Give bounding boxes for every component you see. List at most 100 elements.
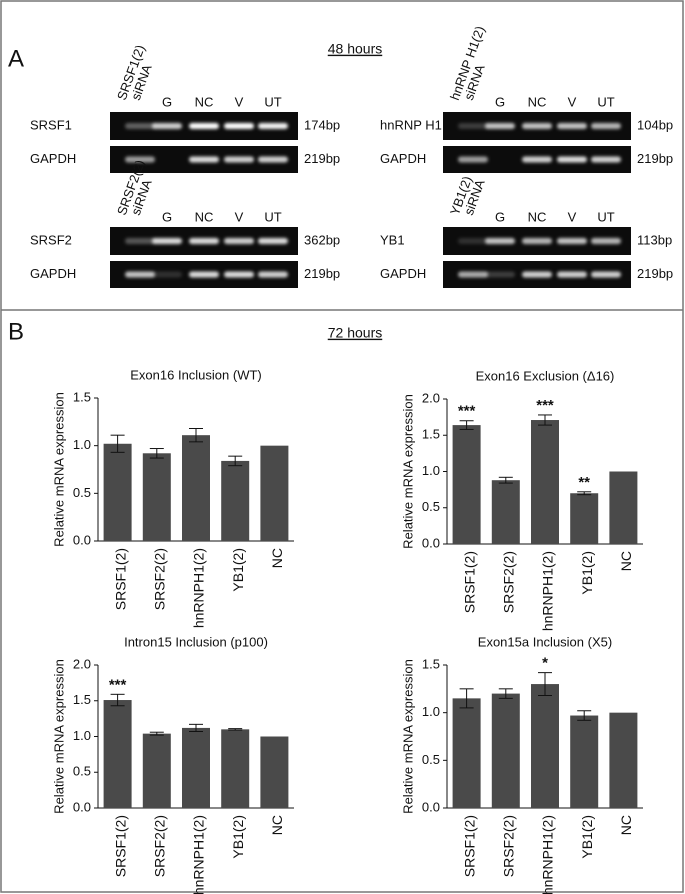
- gel-band: [557, 238, 587, 244]
- gel-band: [125, 156, 155, 163]
- error-bar: [110, 434, 125, 453]
- error-bar: [498, 476, 513, 484]
- chart-title: Exon15a Inclusion (X5): [478, 634, 612, 649]
- y-tick-label: 0.0: [422, 535, 440, 550]
- significance: ***: [109, 676, 127, 693]
- lane-label: UT: [597, 209, 614, 224]
- gene-label: GAPDH: [30, 266, 76, 281]
- chart-title: Intron15 Inclusion (p100): [124, 634, 268, 649]
- lane-label: V: [568, 94, 577, 109]
- gel-band: [125, 123, 155, 129]
- bar: [260, 445, 289, 541]
- x-tick-label: hnRNPH1(2): [540, 815, 556, 894]
- error-bar: [538, 414, 552, 426]
- x-tick-label: SRSF2(2): [501, 815, 517, 877]
- y-tick-label: 1.5: [73, 692, 91, 707]
- size-label: 104bp: [637, 117, 673, 132]
- y-tick-label: 1.5: [422, 427, 440, 442]
- bar: [260, 736, 289, 808]
- chart-title: Exon16 Inclusion (WT): [130, 367, 262, 382]
- gene-label: YB1: [380, 232, 405, 247]
- bar: [142, 453, 171, 541]
- gel-band: [458, 123, 488, 129]
- x-tick-label: NC: [269, 815, 285, 835]
- gel-band: [224, 271, 254, 278]
- bar: [609, 471, 638, 544]
- significance: *: [542, 655, 548, 672]
- gel-band: [522, 156, 552, 163]
- x-tick-label: SRSF2(2): [152, 548, 168, 610]
- gel-band: [591, 123, 621, 129]
- bar: [531, 420, 559, 544]
- bar: [221, 460, 250, 541]
- y-tick-label: 1.0: [73, 728, 91, 743]
- lane-label: NC: [195, 209, 214, 224]
- gel-band: [189, 156, 219, 163]
- size-label: 219bp: [637, 266, 673, 281]
- gel-band: [485, 123, 515, 129]
- bar: [491, 480, 520, 544]
- lane-label: V: [235, 94, 244, 109]
- panel-label: A: [8, 45, 24, 72]
- x-tick-label: NC: [618, 551, 634, 571]
- size-label: 174bp: [304, 117, 340, 132]
- gel-band: [224, 238, 254, 244]
- y-axis-label: Relative mRNA expression: [400, 394, 415, 549]
- bar: [221, 729, 250, 808]
- gel-band: [557, 156, 587, 163]
- x-tick-label: SRSF1(2): [461, 815, 477, 877]
- gel-band: [557, 271, 587, 278]
- x-tick-label: YB1(2): [230, 815, 246, 859]
- gel-band: [522, 123, 552, 129]
- error-bar: [189, 428, 203, 443]
- significance: **: [578, 474, 590, 491]
- y-tick-label: 0.0: [73, 532, 91, 547]
- error-bar: [228, 728, 243, 731]
- x-tick-label: YB1(2): [579, 815, 595, 859]
- bar: [570, 715, 599, 808]
- y-tick-label: 2.0: [422, 390, 440, 405]
- y-axis-label: Relative mRNA expression: [400, 659, 415, 814]
- x-tick-label: SRSF2(2): [501, 551, 517, 613]
- gel-band: [125, 271, 155, 278]
- gel-band: [189, 123, 219, 129]
- panel-title: 72 hours: [328, 325, 382, 341]
- lane-label: NC: [528, 209, 547, 224]
- gel-band: [557, 123, 587, 129]
- gel-band: [485, 238, 515, 244]
- y-tick-label: 0.5: [422, 752, 440, 767]
- bar: [103, 700, 132, 808]
- y-tick-label: 1.5: [73, 389, 91, 404]
- error-bar: [110, 693, 125, 707]
- x-tick-label: SRSF1(2): [112, 815, 128, 877]
- error-bar: [577, 491, 592, 496]
- size-label: 362bp: [304, 232, 340, 247]
- lane-label: NC: [195, 94, 214, 109]
- gel-band: [224, 156, 254, 163]
- gel-band: [152, 271, 182, 278]
- bar: [491, 693, 520, 808]
- bar: [452, 425, 481, 544]
- y-axis-label: Relative mRNA expression: [51, 659, 66, 814]
- lane-label: NC: [528, 94, 547, 109]
- error-bar: [459, 688, 474, 709]
- y-tick-label: 0.5: [73, 485, 91, 500]
- panel-title: 48 hours: [328, 41, 382, 57]
- error-bar: [498, 688, 513, 699]
- x-tick-label: hnRNPH1(2): [191, 815, 207, 894]
- gel-band: [591, 156, 621, 163]
- x-tick-label: hnRNPH1(2): [191, 548, 207, 628]
- bar: [531, 684, 559, 808]
- y-tick-label: 0.0: [422, 799, 440, 814]
- gene-label: GAPDH: [30, 151, 76, 166]
- significance: ***: [458, 403, 476, 420]
- gel-band: [258, 271, 288, 278]
- gene-label: SRSF2: [30, 232, 72, 247]
- x-tick-label: NC: [618, 815, 634, 835]
- error-bar: [538, 672, 552, 697]
- size-label: 219bp: [637, 151, 673, 166]
- y-tick-label: 0.5: [422, 499, 440, 514]
- y-tick-label: 1.0: [73, 437, 91, 452]
